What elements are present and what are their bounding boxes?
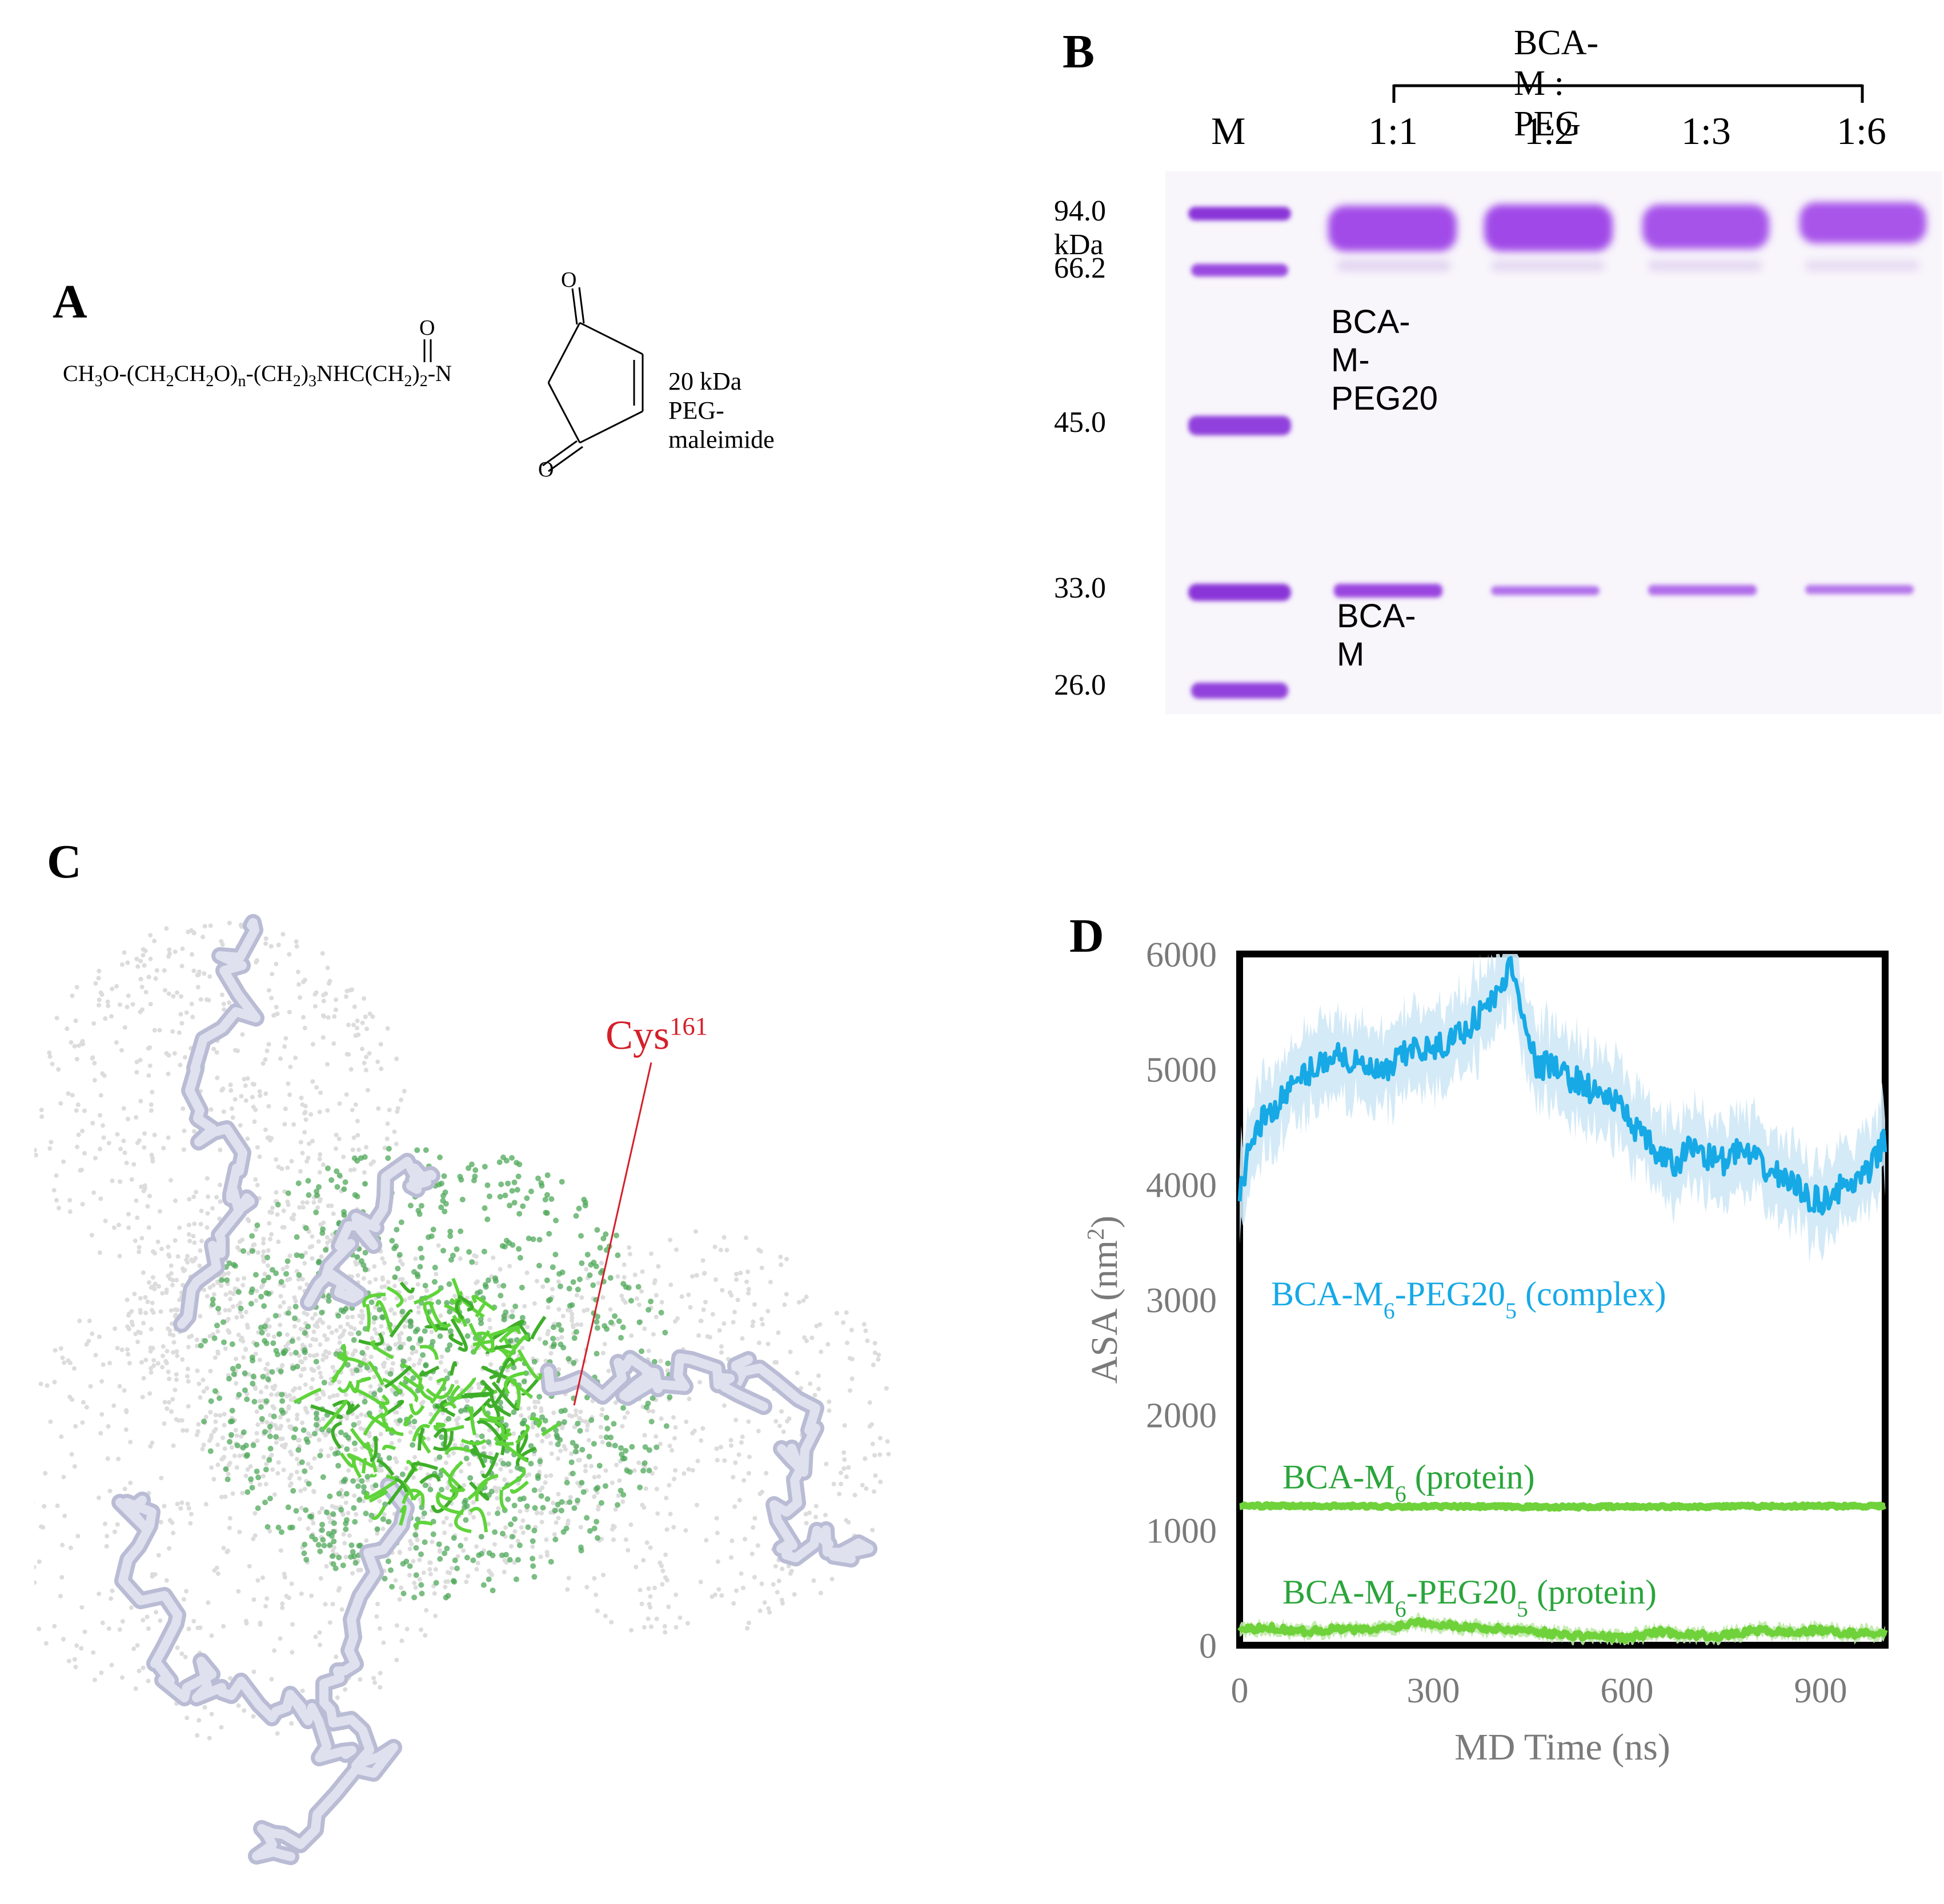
lane-label-1-6: 1:6 (1837, 109, 1886, 153)
marker-26: 26.0 (1054, 669, 1106, 702)
formula-part: ) (300, 360, 309, 386)
formula-part: -N (427, 360, 452, 386)
lane-label-1-2: 1:2 (1524, 109, 1574, 153)
peg-protein-structure (34, 914, 891, 1865)
gel-group-title: BCA-M : PEG (1514, 23, 1599, 143)
formula-sub: 2 (419, 372, 428, 390)
y-axis-label: ASA (nm2) (1083, 1216, 1125, 1384)
series-line-1 (1237, 1501, 1887, 1512)
y-tick-label: 2000 (1146, 1397, 1217, 1436)
lane-label-1-3: 1:3 (1681, 109, 1731, 153)
x-tick-label: 900 (1794, 1671, 1847, 1710)
ring-oxygen-bottom: O (538, 458, 554, 482)
gel-band-conjugate (1328, 206, 1457, 251)
y-tick-label: 3000 (1146, 1281, 1217, 1320)
gel-band-conjugate (1484, 205, 1613, 251)
gel-band-conjugate (1642, 205, 1769, 249)
legend-protein: BCA-M6 (protein) (1282, 1458, 1535, 1507)
gel-band-faint (1648, 260, 1762, 271)
marker-45: 45.0 (1054, 406, 1106, 439)
panel-a-label: A (53, 275, 87, 328)
formula-sub: 2 (404, 372, 412, 390)
y-tick-label: 5000 (1146, 1051, 1217, 1090)
maleimide-ring (542, 287, 644, 472)
cys161-pointer (573, 1062, 652, 1406)
cys161-label: Cys161 (606, 1011, 708, 1059)
band-label-bcam: BCA-M (1337, 598, 1416, 673)
protein-core (293, 1277, 560, 1533)
legend-complex: BCA-M6-PEG205 (complex) (1271, 1275, 1666, 1324)
formula-sub: 3 (308, 372, 317, 390)
formula-sub: 2 (166, 372, 174, 390)
gel-band-faint (1491, 260, 1605, 271)
marker-94: 94.0 kDa (1054, 195, 1106, 261)
gel-band-bca (1334, 584, 1442, 598)
peg-chains (111, 914, 877, 1865)
y-tick-label: 6000 (1146, 936, 1217, 975)
x-axis-label: MD Time (ns) (1454, 1726, 1670, 1768)
ring-oxygen-top: O (561, 268, 577, 292)
gel-band-faint (1805, 260, 1919, 271)
marker-band (1188, 207, 1291, 221)
formula-part: O-(CH (102, 360, 166, 386)
x-tick-label: 0 (1231, 1671, 1249, 1710)
formula-part: O) (214, 360, 238, 386)
y-tick-label: 4000 (1146, 1166, 1217, 1205)
gel-band-bca (1648, 585, 1757, 595)
gel-band-bca (1491, 586, 1600, 595)
marker-band (1188, 416, 1291, 435)
panel-d-label: D (1069, 909, 1104, 963)
marker-band (1188, 584, 1291, 601)
formula-sub: 2 (292, 372, 301, 390)
formula-part: CH (63, 360, 95, 386)
formula-sub: 2 (206, 372, 214, 390)
carbonyl-oxygen: O (419, 316, 435, 340)
x-tick-label: 300 (1407, 1671, 1460, 1710)
series-line-0 (1237, 956, 1887, 1216)
series-band-0 (1240, 954, 1885, 1263)
lane-label-marker: M (1211, 109, 1246, 153)
asa-chart: 0 1000 2000 3000 4000 5000 6000 0 300 600 900 MD Ti… (1083, 936, 1889, 1768)
formula-part: ) (412, 360, 420, 386)
marker-66: 66.2 (1054, 252, 1106, 284)
panel-b-label: B (1063, 25, 1095, 78)
formula-part: -(CH (246, 360, 293, 386)
marker-band (1191, 264, 1288, 276)
y-tick-label: 1000 (1146, 1512, 1217, 1550)
cys-label-superscript: 161 (670, 1012, 708, 1040)
lane-label-1-1: 1:1 (1368, 109, 1418, 153)
marker-33: 33.0 (1054, 572, 1106, 604)
formula-sub: n (238, 372, 246, 390)
peg-maleimide-caption: 20 kDa PEG-maleimide (668, 367, 775, 454)
cys-label-text: Cys (606, 1012, 670, 1058)
carbonyl-double-bond (423, 339, 432, 362)
formula-sub: 3 (94, 372, 103, 390)
panel-c-label: C (47, 835, 82, 888)
gel-band-bca (1805, 585, 1914, 594)
gel-image (1165, 171, 1942, 714)
gel-band-conjugate (1799, 202, 1926, 243)
solvent-dots (34, 920, 891, 1741)
x-tick-label: 600 (1601, 1671, 1654, 1710)
series-line-2 (1237, 1617, 1888, 1644)
gel-band-faint (1337, 260, 1451, 271)
gel-group-bracket (1392, 84, 1864, 103)
band-label-peg20: BCA-M-PEG20 (1331, 303, 1438, 417)
peg-formula: CH3O-(CH2CH2O)n-(CH2)3NHC(CH2)2-N (63, 360, 452, 391)
formula-part: CH (174, 360, 206, 386)
marker-band (1191, 683, 1288, 699)
y-tick-label: 0 (1199, 1627, 1217, 1666)
formula-part: NHC(CH (316, 360, 404, 386)
legend-peg-protein: BCA-M6-PEG205 (protein) (1282, 1573, 1657, 1622)
